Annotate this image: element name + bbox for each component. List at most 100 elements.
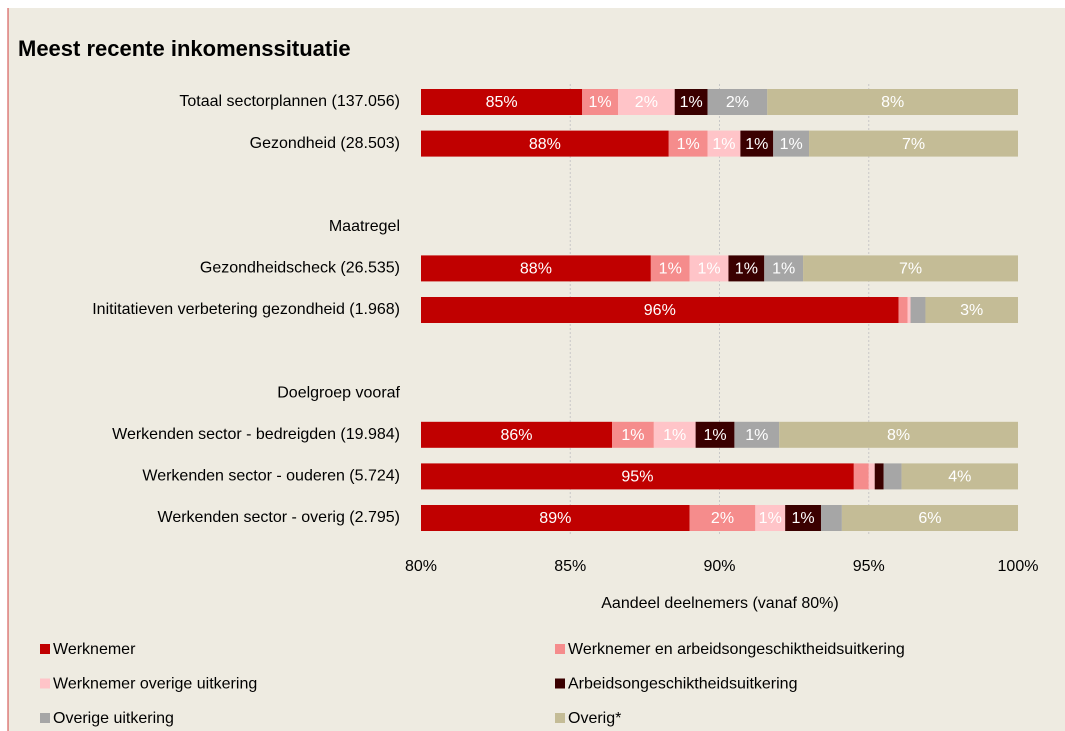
bar-segment: [841, 505, 1018, 531]
y-tick-label: Totaal sectorplannen (137.056): [179, 93, 400, 110]
value-label: 85%: [486, 94, 518, 111]
bar-segment: [421, 297, 899, 323]
y-tick-label: Doelgroep vooraf: [277, 384, 400, 401]
bar-segment: [728, 255, 765, 282]
legend-label: Arbeidsongeschiktheidsuitkering: [568, 676, 797, 693]
bar-segment: [695, 421, 735, 448]
bar-segment: [820, 505, 842, 531]
legend-label: Overige uitkering: [53, 710, 174, 727]
bar-segment: [740, 130, 774, 157]
value-label: 95%: [621, 469, 653, 486]
value-label: 88%: [529, 136, 561, 153]
value-label: 2%: [711, 510, 734, 527]
value-label: 2%: [635, 94, 658, 111]
legend-swatch: [40, 678, 50, 689]
bar-segment: [734, 421, 780, 448]
bar-segment: [421, 255, 651, 282]
legend-label: Overig*: [568, 710, 621, 727]
value-label: 96%: [644, 302, 676, 319]
y-tick-label: Werkenden sector - bedreigden (19.984): [112, 426, 400, 443]
x-tick-label: 85%: [554, 558, 586, 575]
value-label: 7%: [902, 136, 925, 153]
value-label: 3%: [960, 302, 983, 319]
bar-segment: [618, 89, 675, 115]
y-tick-label: Gezondheidscheck (26.535): [200, 260, 400, 277]
value-label: 6%: [918, 510, 941, 527]
bar-segment: [767, 89, 1018, 115]
bar-segment: [907, 297, 911, 323]
value-label: 88%: [520, 261, 552, 278]
bar-segment: [707, 89, 768, 115]
value-label: 1%: [677, 136, 700, 153]
legend-swatch: [40, 644, 50, 654]
bar-segment: [764, 255, 804, 282]
value-label: 1%: [712, 136, 735, 153]
value-label: 1%: [659, 261, 682, 278]
bar-segment: [421, 505, 690, 531]
value-label: 1%: [745, 136, 768, 153]
bar-segment: [582, 89, 619, 115]
value-label: 8%: [881, 94, 904, 111]
bar-segment: [421, 89, 583, 115]
y-tick-label: Inititatieven verbetering gezondheid (1.…: [92, 301, 400, 318]
legend-swatch: [40, 713, 50, 723]
x-tick-label: 100%: [998, 558, 1039, 575]
value-label: 4%: [948, 469, 971, 486]
x-tick-label: 90%: [703, 558, 735, 575]
y-tick-label: Gezondheid (28.503): [250, 135, 400, 152]
value-label: 1%: [663, 427, 686, 444]
chart-title: Meest recente inkomenssituatie: [18, 36, 351, 61]
value-label: 1%: [589, 94, 612, 111]
bar-segment: [421, 421, 613, 448]
bar-segment: [883, 463, 902, 490]
y-tick-label: Werkenden sector - overig (2.795): [158, 509, 400, 526]
legend-label: Werknemer overige uitkering: [53, 676, 257, 693]
background: [8, 8, 1065, 731]
x-tick-label: 80%: [405, 558, 437, 575]
y-tick-label: Maatregel: [329, 218, 400, 235]
value-label: 1%: [780, 136, 803, 153]
bar-segment: [650, 255, 690, 282]
value-label: 1%: [703, 427, 726, 444]
bar-segment: [755, 505, 786, 531]
value-label: 1%: [697, 261, 720, 278]
bar-segment: [689, 255, 729, 282]
bar-segment: [668, 130, 708, 157]
bar-segment: [803, 255, 1018, 282]
bar-segment: [898, 297, 908, 323]
value-label: 1%: [792, 510, 815, 527]
value-label: 1%: [735, 261, 758, 278]
y-tick-label: Werkenden sector - ouderen (5.724): [142, 468, 400, 485]
value-label: 1%: [745, 427, 768, 444]
value-label: 1%: [759, 510, 782, 527]
value-label: 89%: [539, 510, 571, 527]
bar-segment: [853, 463, 869, 490]
bar-segment: [612, 421, 654, 448]
value-label: 2%: [726, 94, 749, 111]
bar-segment: [868, 463, 875, 490]
value-label: 1%: [621, 427, 644, 444]
value-label: 7%: [899, 261, 922, 278]
bar-segment: [689, 505, 756, 531]
value-label: 86%: [501, 427, 533, 444]
value-label: 1%: [772, 261, 795, 278]
bar-segment: [925, 297, 1018, 323]
bar-segment: [809, 130, 1018, 157]
bar-segment: [874, 463, 884, 490]
bar-segment: [653, 421, 696, 448]
bar-segment: [421, 130, 669, 157]
bar-segment: [674, 89, 708, 115]
bar-segment: [707, 130, 741, 157]
legend-label: Werknemer: [53, 641, 136, 658]
legend-swatch: [555, 644, 565, 654]
legend-swatch: [555, 713, 565, 723]
legend-swatch: [555, 678, 565, 689]
bar-segment: [901, 463, 1018, 490]
value-label: 1%: [680, 94, 703, 111]
bar-segment: [779, 421, 1018, 448]
bar-segment: [773, 130, 810, 157]
bar-segment: [785, 505, 821, 531]
x-tick-label: 95%: [853, 558, 885, 575]
bar-segment: [421, 463, 854, 490]
